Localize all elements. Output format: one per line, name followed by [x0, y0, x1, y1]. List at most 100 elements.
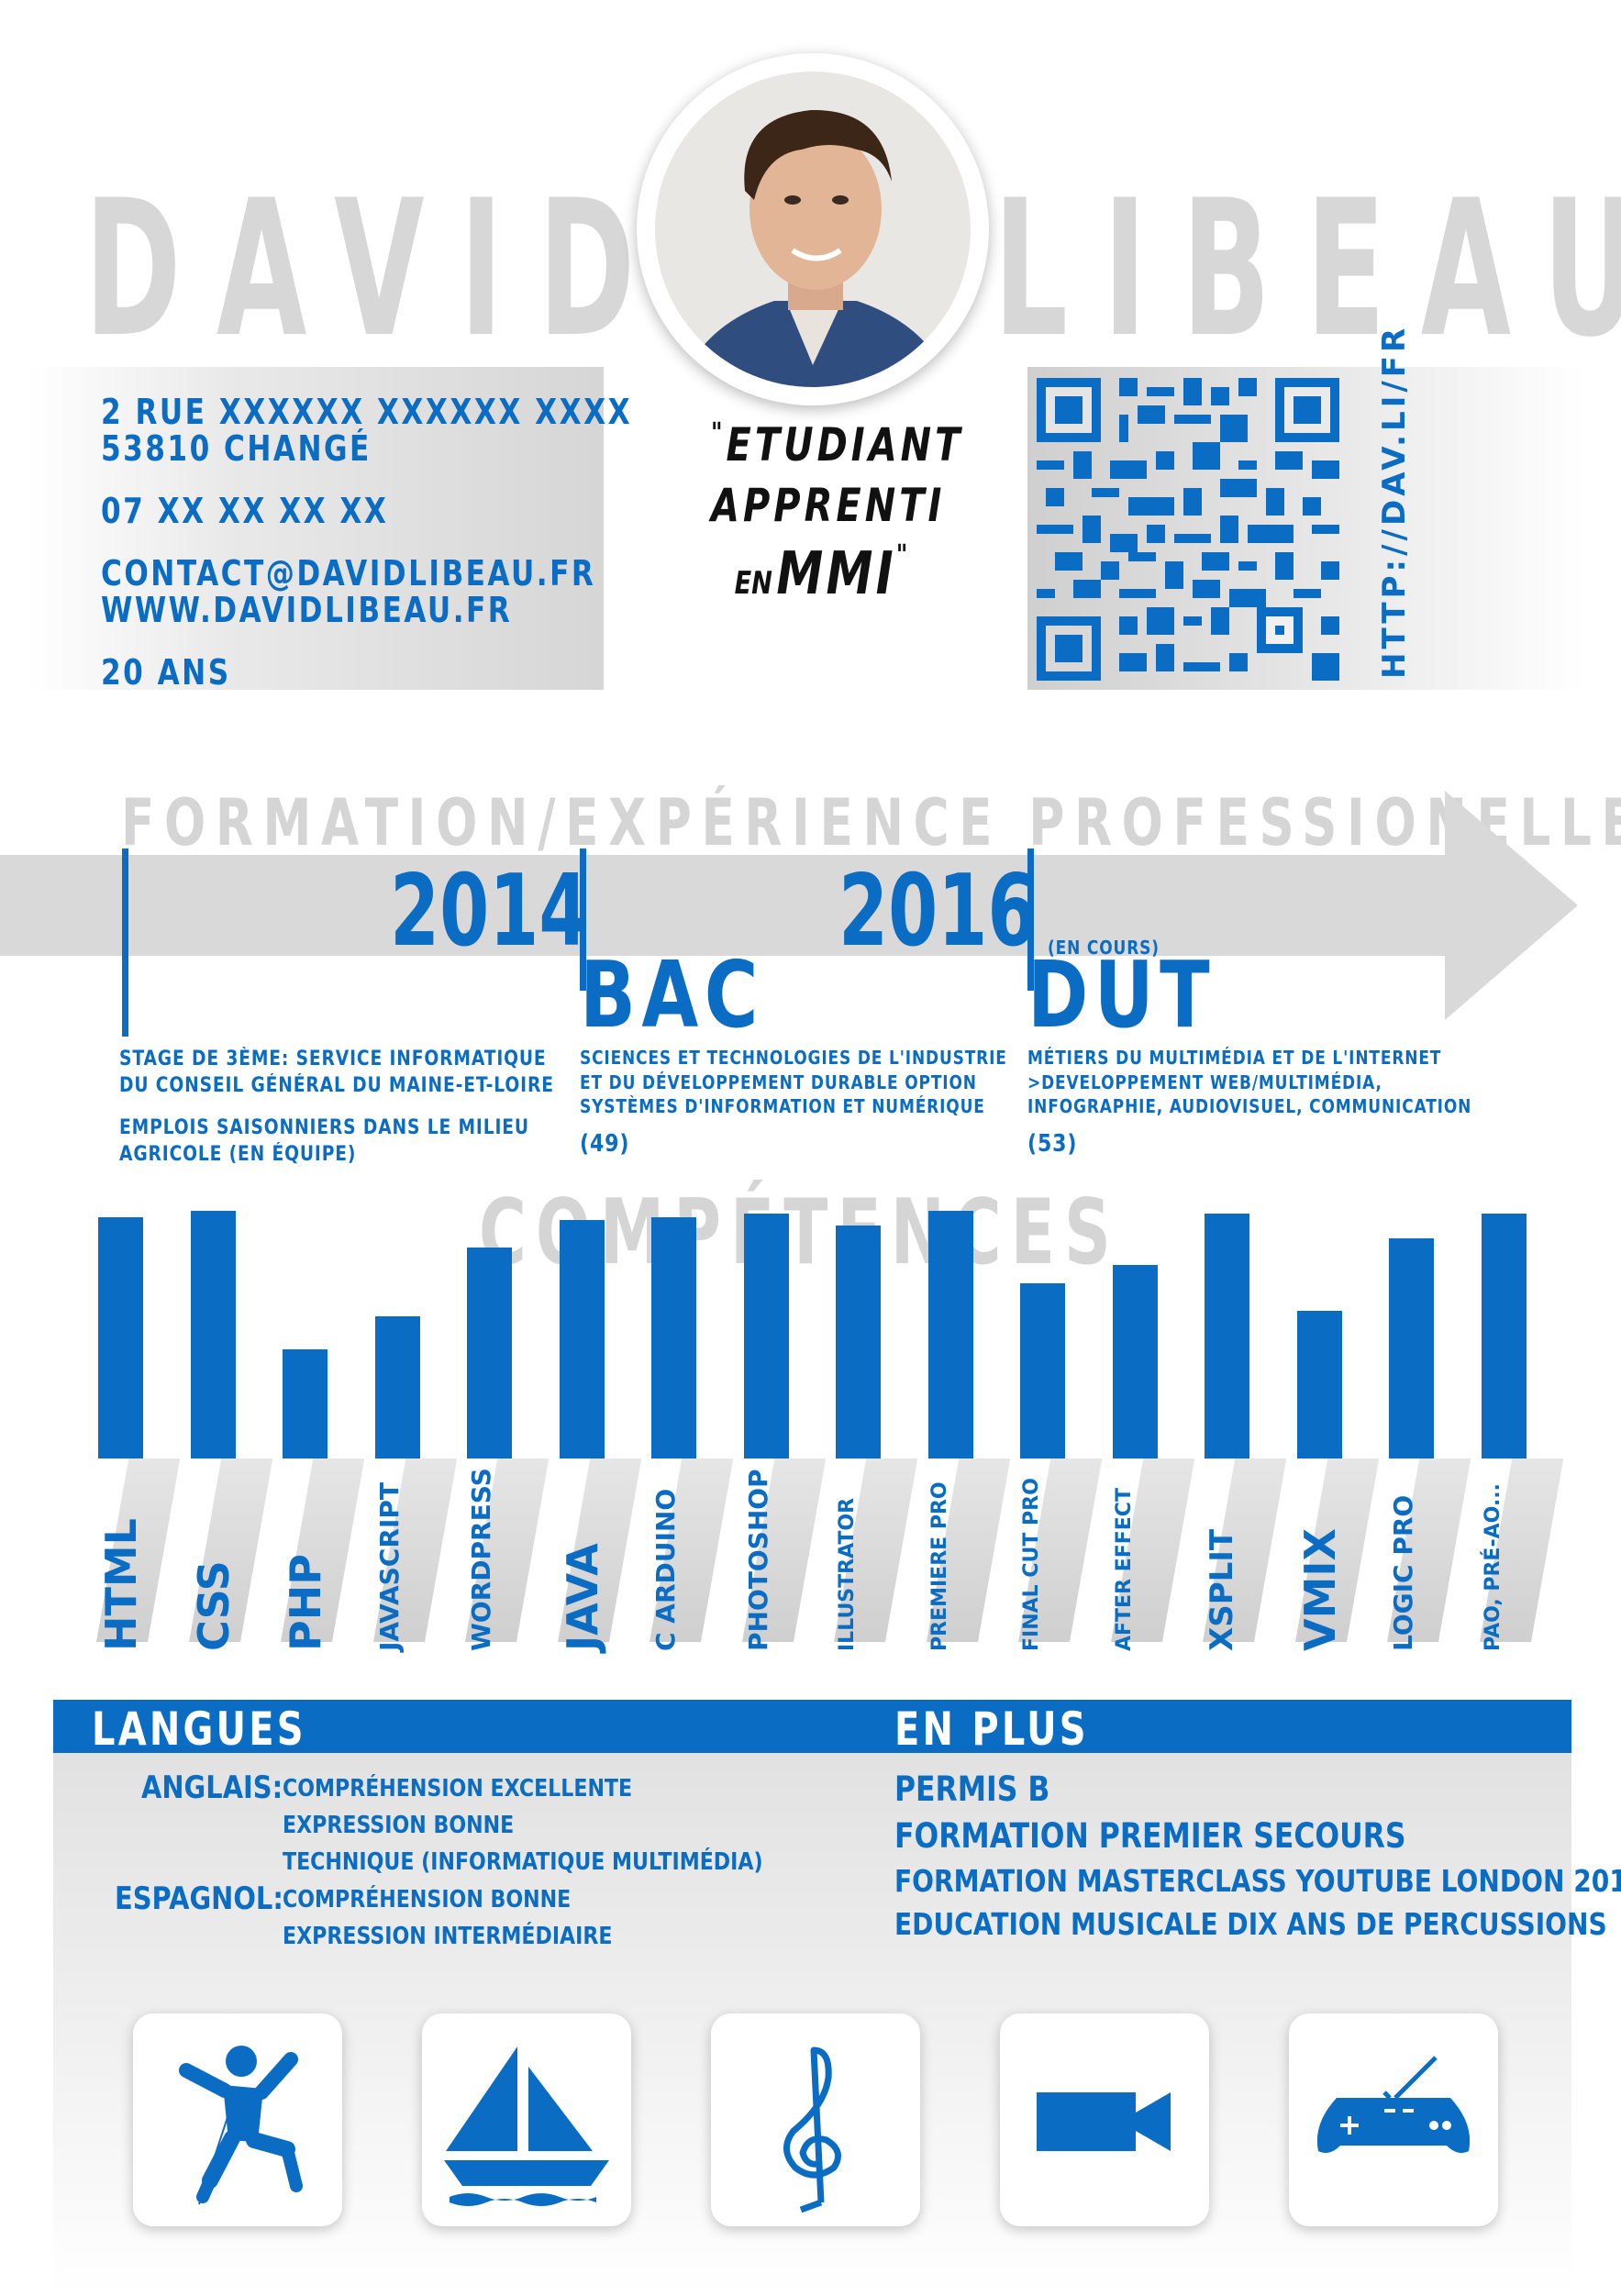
skill-bar	[1297, 1311, 1342, 1459]
hobby-video	[1000, 2013, 1209, 2226]
english-detail-1: COMPRÉHENSION EXCELLENTE	[283, 1775, 633, 1802]
last-name: LIBEAU	[994, 161, 1621, 379]
skill-label: JAVA	[558, 1543, 607, 1651]
skill-label: C ARDUINO	[650, 1488, 681, 1651]
skill-label: VMIX	[1295, 1528, 1345, 1651]
timeline-entry-1: STAGE DE 3ÈME: SERVICE INFORMATIQUE DU C…	[119, 1046, 630, 1168]
degree-dut: DUT	[1027, 941, 1216, 1048]
extra-item-2: FORMATION PREMIER SECOURS	[894, 1816, 1406, 1856]
phone: 07 XX XX XX XX	[101, 491, 389, 531]
english-detail-2: EXPRESSION BONNE	[283, 1812, 515, 1839]
skill-bar	[1205, 1214, 1249, 1459]
skill-label: ILLUSTRATOR	[836, 1497, 859, 1651]
treble-clef-icon	[783, 2046, 841, 2213]
sailboat-icon	[444, 2046, 609, 2206]
skill-bar	[928, 1211, 973, 1459]
profile-photo	[637, 53, 989, 405]
english-detail-3: TECHNIQUE (INFORMATIQUE MULTIMÉDIA)	[283, 1848, 763, 1876]
entry-2-line-3: SYSTÈMES D'INFORMATION ET NUMÉRIQUE	[580, 1095, 985, 1118]
skill-bar	[836, 1226, 881, 1459]
skill-label: LOGIC PRO	[1388, 1494, 1418, 1651]
entry-2-line-2: ET DU DÉVELOPPEMENT DURABLE OPTION	[580, 1070, 977, 1093]
language-details-english: COMPRÉHENSION EXCELLENTE EXPRESSION BONN…	[283, 1777, 848, 1874]
website[interactable]: WWW.DAVIDLIBEAU.FR	[101, 590, 513, 630]
tagline-open-quote: "	[711, 417, 727, 449]
skill-label: XSPLIT	[1204, 1528, 1240, 1651]
qr-url-label[interactable]: HTTP://DAV.LI/FR	[1376, 324, 1413, 679]
year-2016: 2016	[838, 854, 1038, 969]
hobby-gaming	[1289, 2013, 1498, 2226]
skill-label: PHP	[281, 1554, 330, 1651]
skill-bar	[283, 1349, 328, 1459]
language-name-english: ANGLAIS:	[141, 1769, 283, 1806]
skill-label: WORDPRESS	[466, 1468, 496, 1651]
entry-2-line-1: SCIENCES ET TECHNOLOGIES DE L'INDUSTRIE	[580, 1047, 1007, 1069]
skill-bar	[98, 1217, 143, 1459]
hobby-music	[711, 2013, 920, 2226]
timeline-arrow	[0, 791, 1578, 1020]
extra-item-1: PERMIS B	[894, 1769, 1050, 1809]
skill-label: AFTER EFFECT	[1113, 1488, 1136, 1651]
tagline-line-3-small: EN	[734, 564, 772, 602]
tagline-line-2: APPRENTI	[711, 479, 946, 532]
skill-bar	[191, 1211, 236, 1459]
tagline-close-quote: "	[895, 538, 908, 571]
skill-bar	[1482, 1214, 1527, 1459]
timeline-entry-3: MÉTIERS DU MULTIMÉDIA ET DE L'INTERNET >…	[1027, 1046, 1550, 1159]
entry-3-location: (53)	[1027, 1129, 1078, 1158]
extra-item-4: EDUCATION MUSICALE DIX ANS DE PERCUSSION…	[894, 1906, 1607, 1942]
spanish-detail-1: COMPRÉHENSION BONNE	[283, 1886, 572, 1913]
skill-label: PREMIERE PRO	[928, 1481, 951, 1651]
extra-item-3: FORMATION MASTERCLASS YOUTUBE LONDON 201…	[894, 1863, 1621, 1899]
hobby-sailing	[422, 2013, 631, 2226]
entry-1-line-4: AGRICOLE (EN ÉQUIPE)	[119, 1142, 357, 1166]
timeline-marker-2	[580, 849, 586, 991]
skill-label: HTML	[96, 1518, 146, 1651]
language-name-spanish: ESPAGNOL:	[115, 1880, 283, 1917]
skill-bar	[375, 1316, 420, 1459]
skill-bar	[744, 1214, 789, 1459]
tagline-line-3-big: MMI	[776, 539, 896, 608]
languages-title: LANGUES	[92, 1703, 306, 1756]
skill-bar	[1020, 1283, 1065, 1459]
email[interactable]: CONTACT@DAVIDLIBEAU.FR	[101, 553, 596, 593]
skill-label: FINAL CUT PRO	[1020, 1478, 1043, 1651]
timeline-marker-3	[1027, 849, 1034, 991]
skill-label: CSS	[189, 1560, 239, 1651]
gamepad-icon	[1316, 2056, 1471, 2153]
entry-3-line-3: INFOGRAPHIE, AUDIOVISUEL, COMMUNICATION	[1027, 1095, 1472, 1118]
address-line-2: 53810 CHANGÉ	[101, 428, 372, 469]
entry-1-line-3: EMPLOIS SAISONNIERS DANS LE MILIEU	[119, 1115, 529, 1139]
extras-list: PERMIS B FORMATION PREMIER SECOURS FORMA…	[894, 1772, 1621, 1939]
tagline-line-1: ETUDIANT	[726, 418, 964, 471]
skill-label: PHOTOSHOP	[743, 1469, 773, 1651]
entry-3-line-2: >DEVELOPPEMENT WEB/MULTIMÉDIA,	[1027, 1070, 1382, 1093]
climbing-icon	[179, 2046, 303, 2205]
video-camera-icon	[1037, 2092, 1171, 2151]
address-line-1: 2 RUE XXXXXX XXXXXX XXXX	[101, 392, 633, 432]
contact-box	[28, 367, 604, 690]
entry-3-line-1: MÉTIERS DU MULTIMÉDIA ET DE L'INTERNET	[1027, 1047, 1442, 1069]
timeline-entry-2: SCIENCES ET TECHNOLOGIES DE L'INDUSTRIE …	[580, 1046, 1083, 1159]
timeline-title: FORMATION/EXPÉRIENCE PROFESSIONELLE	[121, 785, 1621, 860]
entry-1-line-2: DU CONSEIL GÉNÉRAL DU MAINE-ET-LOIRE	[119, 1074, 554, 1098]
extras-title: EN PLUS	[894, 1703, 1089, 1756]
skill-label: JAVASCRIPT	[374, 1482, 405, 1651]
first-name: DAVID	[84, 161, 671, 379]
age: 20 ANS	[101, 652, 231, 693]
skill-label: PAO, PRÉ-AO...	[1482, 1483, 1504, 1651]
hobby-climbing	[133, 2013, 342, 2226]
qr-code-icon[interactable]	[1037, 374, 1339, 684]
avatar	[655, 72, 971, 387]
status-en-cours: (EN COURS)	[1048, 937, 1160, 959]
contact-block: 2 RUE XXXXXX XXXXXX XXXX 53810 CHANGÉ 07…	[101, 394, 749, 690]
language-details-spanish: COMPRÉHENSION BONNE EXPRESSION INTERMÉDI…	[283, 1888, 671, 1948]
skill-bar	[651, 1217, 696, 1459]
skill-bar	[560, 1220, 605, 1459]
bottom-header-bar	[53, 1700, 1571, 1753]
spanish-detail-2: EXPRESSION INTERMÉDIAIRE	[283, 1923, 613, 1950]
entry-2-location: (49)	[580, 1129, 630, 1158]
skill-bar	[1389, 1238, 1434, 1459]
timeline-marker-1	[122, 849, 128, 1037]
degree-bac: BAC	[580, 941, 764, 1048]
